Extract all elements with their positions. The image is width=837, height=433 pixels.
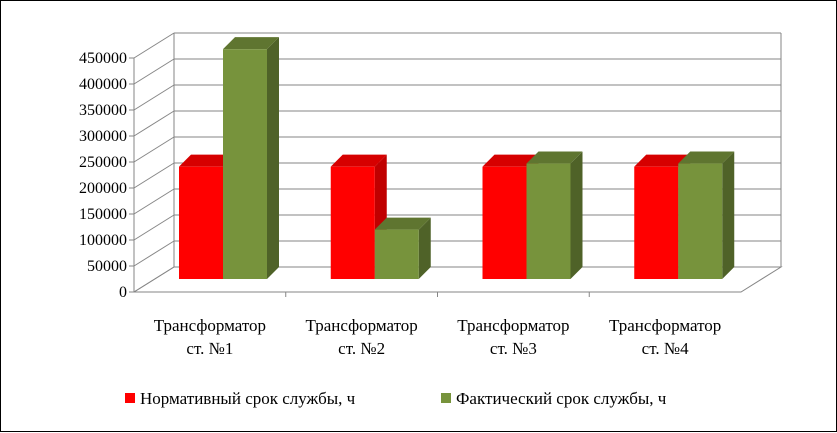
gridline-side: [133, 214, 175, 241]
bar: [526, 163, 571, 279]
bar: [634, 166, 679, 279]
floor: [132, 266, 783, 293]
gridline-side: [133, 110, 175, 137]
bar-top: [526, 151, 583, 164]
y-tick-label: 250000: [79, 154, 127, 171]
y-tick-label: 100000: [79, 232, 127, 249]
y-tick-label: 0: [119, 284, 127, 301]
bar-side: [722, 151, 735, 279]
gridline-side: [133, 136, 175, 163]
bar: [223, 49, 267, 279]
y-tick-label: 400000: [79, 76, 127, 93]
y-tick-label: 350000: [79, 102, 127, 119]
y-tick-label: 200000: [79, 180, 127, 197]
x-tick-label: ст. №2: [338, 339, 385, 358]
bar-side: [267, 37, 279, 279]
gridline-side: [133, 162, 175, 189]
bar: [482, 166, 527, 279]
bar-top: [634, 154, 691, 167]
y-tick-label: 300000: [79, 128, 127, 145]
bar-top: [374, 217, 431, 230]
gridline-side: [133, 84, 175, 111]
y-tick-label: 150000: [79, 206, 127, 223]
x-tick-label: ст. №4: [642, 339, 689, 358]
bar-top: [223, 37, 279, 50]
bar-top: [482, 154, 539, 167]
bar: [374, 229, 419, 279]
legend-label: Нормативный срок службы, ч: [140, 389, 356, 408]
bar-side: [418, 217, 431, 279]
x-tick-label: ст. №1: [186, 339, 233, 358]
y-tick-label: 50000: [87, 258, 127, 275]
legend-swatch: [125, 393, 135, 403]
gridline-side: [133, 188, 175, 215]
bar-side: [570, 151, 583, 279]
x-tick-label: Трансформатор: [609, 316, 721, 335]
bar: [179, 166, 223, 279]
legend-label: Фактический срок службы, ч: [456, 389, 667, 408]
bar-top: [330, 154, 387, 167]
x-tick-label: Трансформатор: [457, 316, 569, 335]
bar-top: [678, 151, 735, 164]
bar: [330, 166, 375, 279]
gridline-side: [133, 240, 175, 267]
x-tick-label: Трансформатор: [154, 316, 266, 335]
bar-top: [179, 154, 235, 167]
x-tick-label: ст. №3: [490, 339, 537, 358]
gridline-side: [133, 58, 175, 85]
legend-swatch: [441, 393, 451, 403]
bar: [678, 163, 723, 279]
x-tick-label: Трансформатор: [305, 316, 417, 335]
gridline-side: [133, 32, 175, 59]
y-tick-label: 450000: [79, 50, 127, 67]
